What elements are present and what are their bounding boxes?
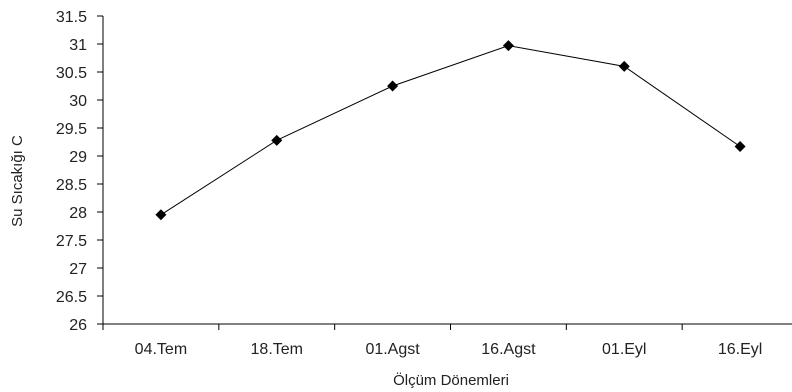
y-axis-ticks: 26 26.5 27 27.5 28 28.5 29 29.5 30 30.5 31 31.5: [56, 9, 103, 334]
y-tick-label: 31: [69, 37, 87, 54]
y-tick-label: 28.5: [56, 177, 87, 194]
x-tick-label: 18.Tem: [251, 341, 303, 358]
data-point-marker: [155, 209, 167, 221]
data-series: [155, 40, 746, 221]
data-point-marker: [387, 80, 399, 92]
y-tick-label: 26: [69, 317, 87, 334]
y-tick-label: 30: [69, 93, 87, 110]
x-tick-label: 01.Eyl: [602, 341, 646, 358]
x-axis-title: Ölçüm Dönemleri: [393, 371, 509, 389]
y-tick-label: 26.5: [56, 289, 87, 306]
y-tick-label: 31.5: [56, 9, 87, 26]
x-tick-label: 01.Agst: [365, 341, 420, 358]
x-tick-label: 04.Tem: [135, 341, 187, 358]
y-tick-label: 27: [69, 261, 87, 278]
y-tick-label: 29: [69, 149, 87, 166]
axes: [102, 16, 792, 325]
data-point-marker: [271, 134, 283, 146]
y-axis-title: Su Sıcakığı C: [9, 135, 26, 227]
data-point-marker: [502, 40, 514, 52]
y-tick-label: 29.5: [56, 121, 87, 138]
x-tick-label: 16.Agst: [481, 341, 536, 358]
x-axis-ticks: 04.Tem 18.Tem 01.Agst 16.Agst 01.Eyl 16.Eyl: [102, 324, 762, 358]
data-point-marker: [734, 140, 746, 152]
y-tick-label: 28: [69, 205, 87, 222]
y-tick-label: 27.5: [56, 233, 87, 250]
x-tick-label: 16.Eyl: [718, 341, 762, 358]
series-line: [160, 45, 741, 216]
y-tick-label: 30.5: [56, 65, 87, 82]
data-point-marker: [618, 60, 630, 72]
